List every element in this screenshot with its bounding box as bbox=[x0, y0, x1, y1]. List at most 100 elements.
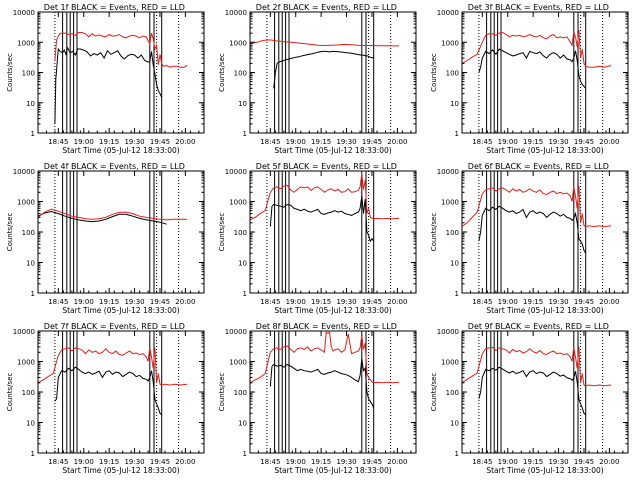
x-tick-label: 19:45 bbox=[150, 298, 170, 306]
y-tick-label: 10000 bbox=[437, 328, 459, 336]
x-tick-label: 19:45 bbox=[362, 298, 382, 306]
series-events bbox=[273, 50, 374, 89]
y-tick-label: 100 bbox=[446, 229, 459, 237]
panel-title: Det 5f BLACK = Events, RED = LLD bbox=[256, 162, 397, 171]
x-tick-label: 19:00 bbox=[286, 458, 306, 466]
y-tick-label: 100 bbox=[234, 389, 247, 397]
panel-title: Det 1f BLACK = Events, RED = LLD bbox=[44, 3, 185, 12]
x-axis-label: Start Time (05-Jul-12 18:33:00) bbox=[274, 306, 391, 315]
x-tick-label: 19:30 bbox=[124, 138, 144, 146]
x-tick-label: 20:00 bbox=[599, 298, 619, 306]
x-tick-label: 19:45 bbox=[150, 458, 170, 466]
series-lld bbox=[37, 208, 188, 221]
x-tick-label: 19:30 bbox=[548, 298, 568, 306]
panel-title: Det 3f BLACK = Events, RED = LLD bbox=[468, 3, 609, 12]
y-tick-label: 10000 bbox=[225, 9, 247, 17]
x-tick-label: 19:45 bbox=[574, 138, 594, 146]
x-tick-label: 19:45 bbox=[574, 458, 594, 466]
y-tick-label: 1000 bbox=[229, 199, 247, 207]
x-axis-label: Start Time (05-Jul-12 18:33:00) bbox=[486, 146, 603, 155]
x-tick-label: 20:00 bbox=[387, 138, 407, 146]
x-tick-label: 19:30 bbox=[124, 458, 144, 466]
y-tick-label: 1000 bbox=[229, 359, 247, 367]
x-tick-label: 19:15 bbox=[523, 138, 543, 146]
x-tick-label: 19:15 bbox=[523, 458, 543, 466]
y-axis-label: Counts/sec bbox=[6, 53, 14, 92]
y-axis-label: Counts/sec bbox=[218, 213, 226, 252]
y-tick-label: 100 bbox=[446, 389, 459, 397]
series-events bbox=[54, 46, 163, 124]
x-axis-label: Start Time (05-Jul-12 18:33:00) bbox=[486, 466, 603, 475]
series-lld bbox=[249, 331, 400, 384]
y-tick-label: 10000 bbox=[225, 328, 247, 336]
panel-2: 1 10 100 1000 10000 18:45 19:00 19:15 19:30 19:45… bbox=[218, 3, 417, 155]
x-tick-label: 18:45 bbox=[472, 298, 492, 306]
x-tick-label: 20:00 bbox=[387, 298, 407, 306]
y-tick-label: 10 bbox=[26, 100, 35, 108]
series-events bbox=[37, 210, 167, 225]
x-tick-label: 19:00 bbox=[74, 138, 94, 146]
x-tick-label: 19:15 bbox=[523, 298, 543, 306]
series-lld bbox=[249, 173, 400, 221]
y-axis-label: Counts/sec bbox=[218, 53, 226, 92]
panel-4: 1 10 100 1000 10000 18:45 19:00 19:15 19:30 19:45… bbox=[6, 162, 205, 315]
y-tick-label: 10000 bbox=[13, 328, 35, 336]
x-tick-label: 20:00 bbox=[175, 138, 195, 146]
x-tick-label: 18:45 bbox=[472, 458, 492, 466]
x-tick-label: 18:45 bbox=[48, 458, 68, 466]
y-tick-label: 100 bbox=[234, 229, 247, 237]
x-tick-label: 19:00 bbox=[498, 298, 518, 306]
series-lld bbox=[54, 32, 188, 68]
panel-title: Det 6f BLACK = Events, RED = LLD bbox=[468, 162, 609, 171]
x-tick-label: 19:30 bbox=[336, 138, 356, 146]
y-tick-label: 10 bbox=[238, 260, 247, 268]
x-tick-label: 19:45 bbox=[362, 458, 382, 466]
panel-1: 1 10 100 1000 10000 18:45 19:00 19:15 19:30 19:45… bbox=[6, 3, 205, 155]
y-tick-label: 1000 bbox=[17, 359, 35, 367]
y-tick-label: 1 bbox=[243, 130, 247, 138]
panel-3: 1 10 100 1000 10000 18:45 19:00 19:15 19:30 19:45… bbox=[430, 3, 629, 155]
y-tick-label: 10 bbox=[26, 260, 35, 268]
x-tick-label: 19:45 bbox=[362, 138, 382, 146]
x-axis-label: Start Time (05-Jul-12 18:33:00) bbox=[274, 466, 391, 475]
series-lld bbox=[461, 346, 612, 387]
x-tick-label: 20:00 bbox=[175, 458, 195, 466]
series-events bbox=[478, 205, 587, 254]
y-axis-label: Counts/sec bbox=[6, 213, 14, 252]
y-tick-label: 100 bbox=[22, 229, 35, 237]
y-axis-label: Counts/sec bbox=[430, 53, 438, 92]
series-lld bbox=[37, 347, 188, 386]
y-tick-label: 1 bbox=[455, 450, 459, 458]
panel-9: 1 10 100 1000 10000 18:45 19:00 19:15 19:30 19:45… bbox=[430, 322, 629, 475]
x-tick-label: 19:15 bbox=[99, 138, 119, 146]
y-tick-label: 10 bbox=[238, 420, 247, 428]
x-axis-label: Start Time (05-Jul-12 18:33:00) bbox=[486, 306, 603, 315]
x-tick-label: 19:15 bbox=[311, 138, 331, 146]
series-events bbox=[269, 359, 375, 409]
x-tick-label: 18:45 bbox=[472, 138, 492, 146]
x-tick-label: 19:30 bbox=[336, 458, 356, 466]
x-tick-label: 20:00 bbox=[175, 298, 195, 306]
x-axis-label: Start Time (05-Jul-12 18:33:00) bbox=[274, 146, 391, 155]
x-axis-label: Start Time (05-Jul-12 18:33:00) bbox=[62, 466, 179, 475]
y-tick-label: 1 bbox=[31, 290, 35, 298]
y-tick-label: 100 bbox=[234, 70, 247, 78]
y-tick-label: 10 bbox=[450, 260, 459, 268]
y-tick-label: 100 bbox=[22, 70, 35, 78]
x-tick-label: 20:00 bbox=[387, 458, 407, 466]
x-axis-label: Start Time (05-Jul-12 18:33:00) bbox=[62, 146, 179, 155]
y-tick-label: 100 bbox=[22, 389, 35, 397]
x-tick-label: 20:00 bbox=[599, 138, 619, 146]
y-tick-label: 10 bbox=[450, 100, 459, 108]
y-axis-label: Counts/sec bbox=[430, 213, 438, 252]
x-tick-label: 19:45 bbox=[150, 138, 170, 146]
y-tick-label: 10000 bbox=[13, 168, 35, 176]
y-tick-label: 10000 bbox=[225, 168, 247, 176]
series-lld bbox=[461, 186, 612, 228]
y-tick-label: 1 bbox=[455, 290, 459, 298]
panel-title: Det 8f BLACK = Events, RED = LLD bbox=[256, 322, 397, 331]
x-tick-label: 19:30 bbox=[548, 138, 568, 146]
y-tick-label: 10000 bbox=[437, 9, 459, 17]
x-tick-label: 19:00 bbox=[286, 138, 306, 146]
panel-6: 1 10 100 1000 10000 18:45 19:00 19:15 19:30 19:45… bbox=[430, 162, 629, 315]
